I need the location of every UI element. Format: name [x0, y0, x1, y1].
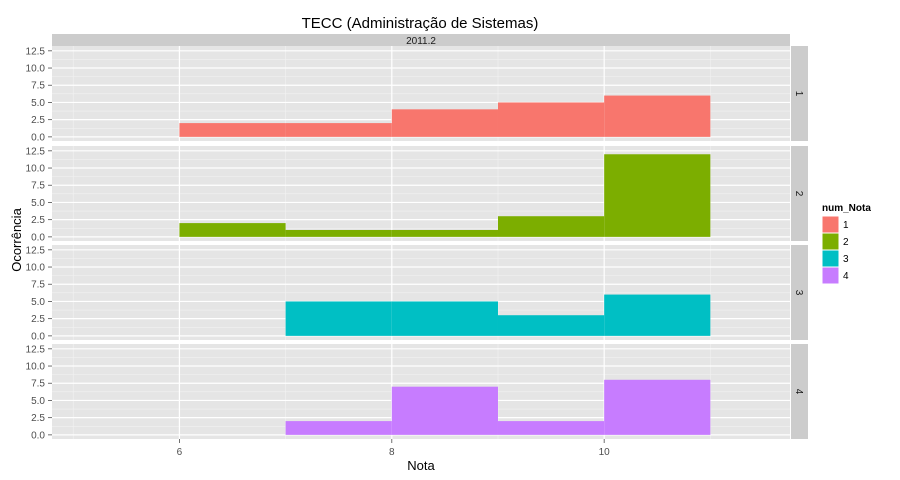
bar-3-bin-3 — [391, 301, 498, 336]
y-tick-label: 5.0 — [31, 297, 45, 308]
y-tick-label: 5.0 — [31, 198, 45, 209]
bar-2-bin-1 — [179, 223, 286, 237]
y-tick-label: 10.0 — [26, 263, 46, 274]
legend: num_Nota 1 2 3 4 — [821, 203, 871, 285]
facet-strip-right-label: 2 — [793, 191, 804, 197]
bar-2-bin-3 — [391, 229, 498, 237]
y-tick-label: 2.5 — [31, 115, 45, 126]
legend-swatch-2 — [822, 233, 839, 250]
facet-strip-right — [791, 146, 808, 241]
bar-3-bin-2 — [285, 301, 392, 336]
y-tick-label: 5.0 — [31, 98, 45, 109]
legend-label-4: 4 — [843, 271, 849, 282]
y-tick-label: 0.0 — [31, 430, 45, 441]
bar-2-bin-4 — [497, 216, 605, 237]
bar-4-bin-2 — [285, 421, 392, 435]
facet-strip-right-label: 4 — [793, 389, 804, 395]
bar-4-bin-5 — [604, 379, 711, 435]
bar-1-bin-3 — [391, 109, 498, 137]
facet-strip-right — [791, 245, 808, 340]
y-tick-label: 7.5 — [31, 81, 45, 92]
bar-1-bin-1 — [179, 123, 286, 137]
y-tick-label: 12.5 — [26, 344, 46, 355]
facet-strip-right-label: 3 — [793, 290, 804, 296]
legend-swatch-1 — [822, 216, 839, 233]
bar-2-bin-2 — [285, 229, 392, 237]
y-tick-label: 2.5 — [31, 413, 45, 424]
facet-strip-top-label: 2011.2 — [406, 36, 436, 47]
legend-label-3: 3 — [843, 254, 849, 265]
y-tick-label: 10.0 — [26, 362, 46, 373]
facet-panel-3: 0.0 2.5 5.0 7.5 10.0 12.5 3 — [26, 245, 808, 342]
x-tick-label: 6 — [177, 447, 183, 458]
x-tick-label: 8 — [389, 447, 395, 458]
y-tick-label: 2.5 — [31, 314, 45, 325]
bar-4-bin-4 — [497, 421, 605, 435]
legend-title: num_Nota — [822, 203, 871, 214]
facet-panel-1: 0.0 2.5 5.0 7.5 10.0 12.5 1 — [26, 46, 808, 143]
y-tick-label: 0.0 — [31, 331, 45, 342]
legend-label-2: 2 — [843, 237, 849, 248]
y-tick-label: 7.5 — [31, 280, 45, 291]
legend-swatch-3 — [822, 250, 839, 267]
y-axis-label: Ocorrência — [9, 207, 24, 271]
x-axis-label: Nota — [407, 458, 435, 473]
x-tick-label: 10 — [599, 447, 611, 458]
bar-3-bin-4 — [497, 315, 605, 336]
y-tick-label: 5.0 — [31, 396, 45, 407]
bar-3-bin-5 — [604, 294, 711, 336]
y-tick-label: 12.5 — [26, 146, 46, 157]
legend-label-1: 1 — [843, 220, 849, 231]
bar-1-bin-4 — [497, 102, 605, 137]
bar-2-bin-5 — [604, 154, 711, 237]
chart-title: TECC (Administração de Sistemas) — [302, 15, 539, 32]
bar-4-bin-3 — [391, 386, 498, 435]
y-tick-label: 10.0 — [26, 64, 46, 75]
facet-panel-4: 0.0 2.5 5.0 7.5 10.0 12.5 4 — [26, 344, 808, 441]
facet-strip-right — [791, 344, 808, 439]
facet-strip-top — [52, 34, 790, 46]
y-tick-label: 12.5 — [26, 245, 46, 256]
bar-1-bin-2 — [285, 123, 392, 137]
facet-strip-right-label: 1 — [793, 91, 804, 97]
y-tick-label: 2.5 — [31, 215, 45, 226]
y-tick-label: 0.0 — [31, 132, 45, 143]
facet-panel-2: 0.0 2.5 5.0 7.5 10.0 12.5 2 — [26, 146, 808, 243]
y-tick-label: 7.5 — [31, 379, 45, 390]
y-tick-label: 0.0 — [31, 232, 45, 243]
y-tick-label: 7.5 — [31, 181, 45, 192]
facet-strip-right — [791, 46, 808, 141]
bar-1-bin-5 — [604, 95, 711, 137]
y-tick-label: 10.0 — [26, 164, 46, 175]
legend-swatch-4 — [822, 267, 839, 284]
y-tick-label: 12.5 — [26, 46, 46, 57]
